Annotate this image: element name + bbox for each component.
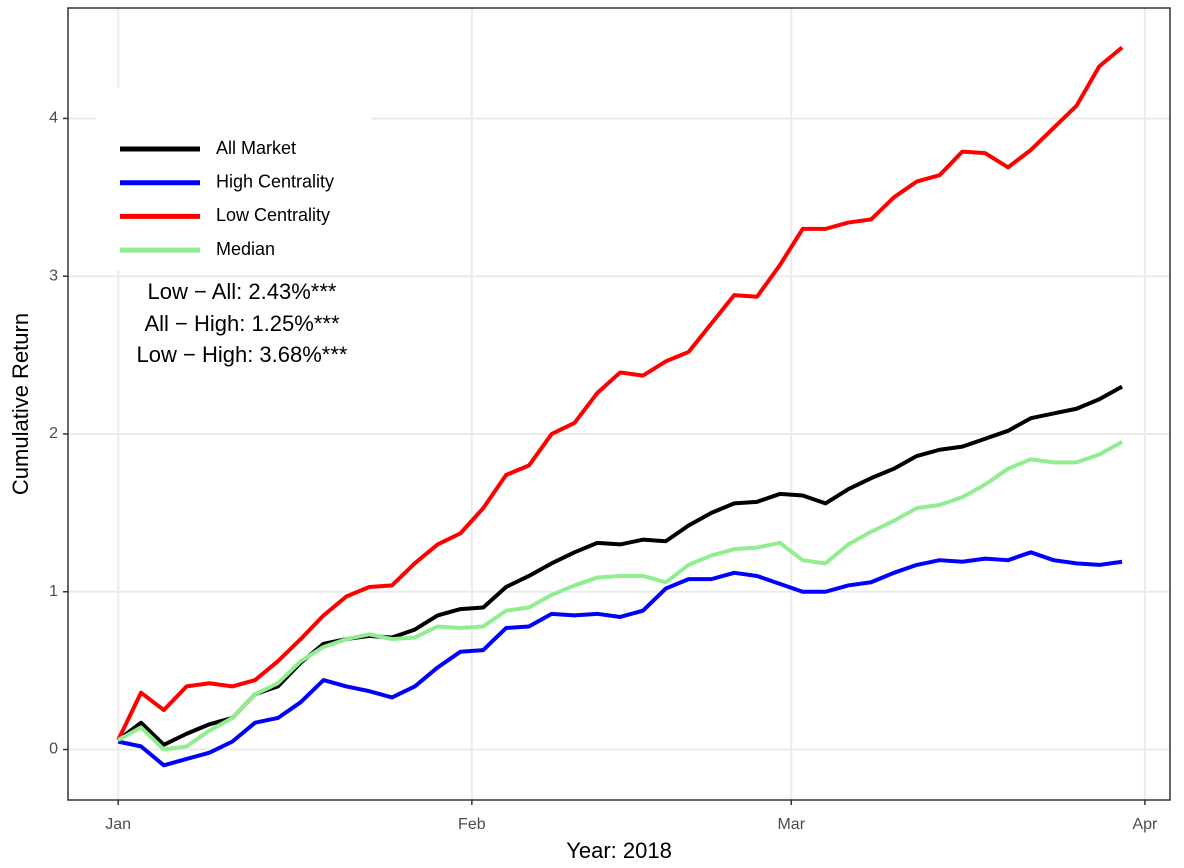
y-tick-label: 1	[49, 583, 58, 600]
y-tick-label: 4	[49, 110, 58, 127]
annotation: All − High: 1.25%***	[144, 311, 339, 336]
y-axis-title: Cumulative Return	[8, 313, 33, 495]
x-tick-label: Feb	[458, 816, 486, 833]
y-tick-label: 3	[49, 267, 58, 284]
plot-lines	[116, 45, 1124, 768]
series-line	[117, 550, 1123, 768]
y-tick-label: 2	[49, 425, 58, 442]
legend-box	[96, 88, 372, 270]
annotation: Low − All: 2.43%***	[148, 279, 337, 304]
x-tick-label: Apr	[1132, 816, 1158, 833]
x-axis-title: Year: 2018	[566, 838, 672, 863]
plot-frame	[67, 7, 1171, 801]
legend-label: High Centrality	[216, 171, 334, 191]
annotation: Low − High: 3.68%***	[137, 342, 348, 367]
grid	[68, 8, 1170, 800]
legend-label: All Market	[216, 138, 296, 158]
x-tick-label: Mar	[777, 816, 805, 833]
legend: All Market High Centrality Low Centrality M…	[120, 138, 334, 259]
y-tick-label: 0	[49, 741, 58, 758]
legend-label: Low Centrality	[216, 205, 330, 225]
legend-label: Median	[216, 239, 275, 259]
series-line	[117, 440, 1124, 752]
x-tick-label: Jan	[105, 816, 131, 833]
series-line	[116, 45, 1124, 741]
